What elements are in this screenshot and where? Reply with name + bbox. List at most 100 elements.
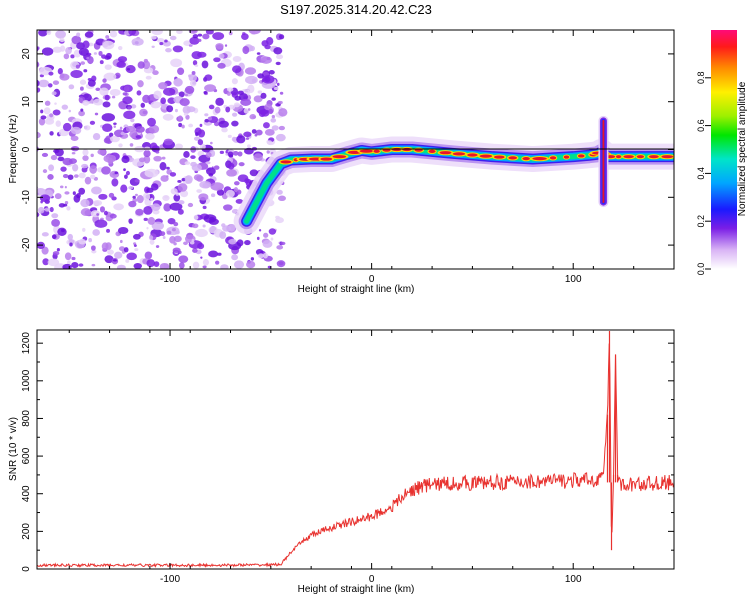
y-tick-label: 10	[21, 96, 32, 108]
noise-blob	[105, 242, 112, 250]
noise-blob	[241, 33, 249, 40]
noise-blob	[111, 95, 116, 99]
noise-blob	[42, 169, 48, 174]
noise-blob	[166, 105, 174, 113]
noise-blob	[171, 227, 176, 232]
noise-blob	[121, 155, 130, 164]
noise-blob	[243, 108, 250, 114]
noise-blob	[84, 31, 94, 38]
noise-blob	[261, 40, 269, 47]
noise-blob	[63, 53, 70, 60]
noise-blob	[166, 166, 170, 170]
noise-blob	[52, 109, 61, 116]
noise-blob	[155, 150, 160, 154]
noise-blob	[123, 85, 130, 93]
noise-blob	[42, 258, 50, 266]
x-tick-label: 100	[565, 274, 582, 285]
noise-blob	[191, 239, 195, 242]
noise-blob	[29, 89, 36, 96]
noise-blob	[215, 97, 224, 106]
noise-blob	[41, 232, 49, 237]
noise-blob	[178, 200, 185, 205]
figure-title: S197.2025.314.20.42.C23	[280, 2, 432, 17]
noise-blob	[123, 110, 136, 120]
ridge-peak-core	[636, 155, 644, 159]
noise-blob	[155, 245, 160, 248]
noise-blob	[91, 263, 96, 267]
ridge-peak-core	[549, 156, 557, 160]
y-tick-label: 1000	[21, 369, 32, 392]
noise-blob	[278, 125, 285, 131]
noise-blob	[165, 47, 172, 53]
colorbar-tick-label: 0.2	[696, 215, 706, 228]
noise-blob	[41, 152, 49, 157]
noise-blob	[119, 239, 123, 244]
noise-blob	[75, 64, 80, 69]
noise-blob	[96, 213, 100, 216]
noise-blob	[88, 238, 92, 243]
noise-blob	[103, 154, 117, 163]
noise-blob	[134, 248, 139, 252]
noise-blob	[99, 87, 109, 96]
noise-blob	[226, 91, 231, 96]
noise-blob	[145, 75, 152, 80]
noise-blob	[227, 134, 232, 139]
ridge-peak-core	[661, 155, 674, 159]
noise-blob	[71, 256, 76, 261]
noise-blob	[137, 61, 145, 69]
noise-blob	[72, 191, 76, 196]
noise-blob	[38, 30, 48, 37]
noise-blob	[228, 31, 233, 36]
noise-blob	[106, 228, 110, 233]
noise-blob	[219, 231, 227, 239]
noise-blob	[70, 126, 82, 135]
noise-blob	[238, 162, 245, 167]
noise-blob	[128, 30, 137, 36]
noise-blob	[99, 60, 104, 65]
noise-blob	[81, 163, 89, 169]
noise-blob	[47, 83, 53, 88]
noise-blob	[145, 133, 155, 140]
noise-blob	[177, 180, 182, 183]
noise-blob	[78, 172, 86, 179]
noise-blob	[113, 203, 124, 211]
noise-blob	[279, 91, 284, 95]
ridge-peak-core	[648, 155, 659, 159]
ridge-peak-core	[467, 153, 478, 157]
noise-blob	[37, 79, 40, 87]
noise-blob	[49, 207, 54, 213]
noise-blob	[173, 242, 177, 246]
noise-blob	[215, 43, 224, 50]
colorbar-tick-label: 0.4	[696, 167, 706, 180]
ridge-peak-core	[280, 160, 292, 164]
noise-blob	[163, 87, 176, 96]
noise-blob	[260, 56, 272, 64]
noise-blob	[126, 252, 137, 261]
noise-blob	[197, 242, 205, 250]
colorbar-ticks: 0.0 0.2 0.4 0.6 0.8	[696, 72, 711, 275]
noise-blob	[199, 123, 203, 128]
noise-blob	[161, 156, 166, 160]
ridge-peak-core	[359, 149, 374, 153]
noise-blob	[170, 58, 183, 68]
noise-blob	[125, 170, 130, 176]
noise-blob	[73, 174, 79, 178]
noise-blob	[151, 203, 161, 211]
noise-blob	[70, 135, 79, 141]
noise-blob	[192, 248, 198, 253]
noise-blob	[173, 78, 183, 87]
noise-blob	[173, 193, 181, 202]
noise-blob	[51, 213, 59, 219]
noise-blob	[234, 181, 240, 186]
ridge-peak-core	[320, 157, 333, 161]
noise-blob	[167, 218, 176, 225]
noise-blob	[134, 179, 140, 183]
noise-blob	[196, 175, 204, 182]
noise-blob	[82, 155, 89, 161]
noise-blob	[133, 242, 137, 245]
noise-blob	[189, 36, 200, 45]
noise-blob	[153, 90, 162, 100]
noise-blob	[156, 38, 165, 43]
noise-blob	[54, 102, 57, 105]
